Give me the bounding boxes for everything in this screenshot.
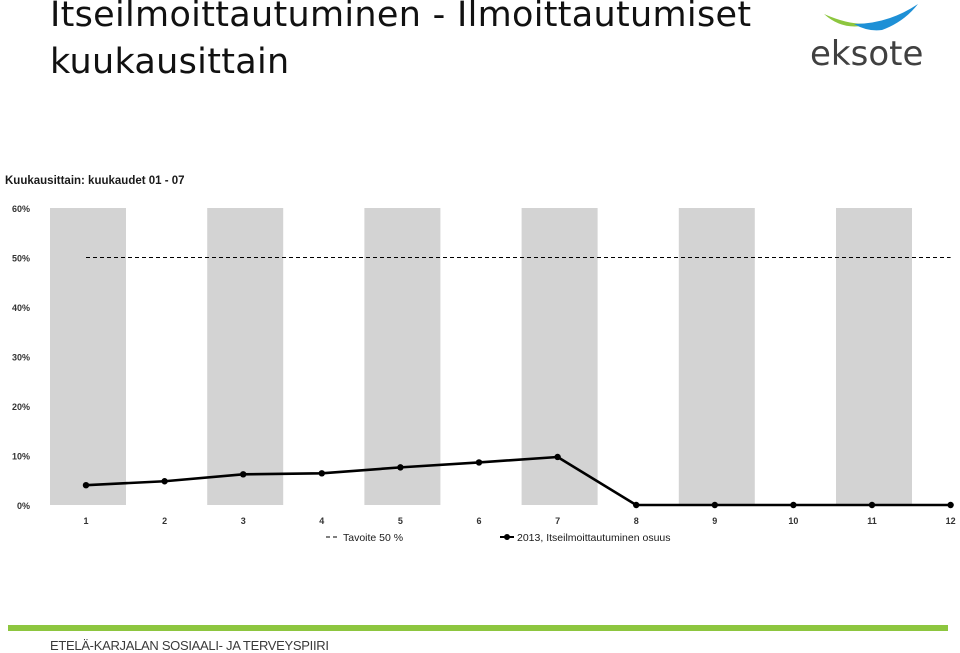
data-point-9 [711, 501, 718, 509]
eksote-logo: eksote [810, 4, 923, 74]
chart-title: Kuukausittain: kuukaudet 01 - 07 [5, 175, 185, 187]
data-point-10 [790, 501, 797, 509]
legend-series-marker [504, 534, 510, 540]
y-tick-label: 40% [12, 303, 30, 313]
logo-swoosh-blue-icon [854, 4, 918, 31]
column-band-11 [836, 208, 912, 505]
x-tick-label: 5 [398, 516, 403, 526]
column-band-9 [678, 208, 755, 505]
line-chart: 0%10%20%30%40%50%60% 1 2 3 4 5 6 7 8 9 10 11 12 Kuu… [5, 175, 956, 544]
x-tick-label: 4 [319, 516, 324, 526]
x-tick-label: 7 [555, 516, 560, 526]
column-band-1 [50, 208, 126, 505]
y-tick-label: 30% [12, 353, 30, 363]
column-band-5 [364, 208, 441, 505]
data-point-5 [397, 464, 404, 471]
footer-bar [8, 625, 948, 631]
data-point-7 [554, 453, 561, 461]
x-tick-label: 1 [83, 516, 88, 526]
x-tick-label: 12 [946, 516, 956, 526]
y-axis-ticks: 0% 10% 20% 30% 40% 50% 60% [12, 204, 30, 511]
logo-swoosh-green-icon [824, 14, 876, 27]
series-path [85, 455, 951, 507]
x-tick-label: 8 [634, 516, 639, 526]
y-tick-label: 60% [12, 204, 30, 214]
data-point-6 [475, 459, 483, 466]
data-point-12 [947, 501, 954, 509]
x-tick-label: 2 [162, 516, 167, 526]
legend-target-label: Tavoite 50 % [343, 532, 403, 544]
series-line [82, 453, 954, 509]
chart-legend: Tavoite 50 % 2013, Itseilmoittautuminen o… [326, 532, 671, 544]
slide-title-line2: kuukausittain [50, 42, 290, 82]
column-band-3 [207, 208, 284, 505]
y-tick-label: 20% [12, 402, 30, 412]
slide-title-line1: Itseilmoittautuminen - Ilmoittautumiset [50, 0, 752, 35]
data-point-3 [240, 471, 247, 478]
data-point-2 [161, 478, 168, 485]
slide-title: Itseilmoittautuminen - Ilmoittautumiset … [50, 0, 810, 86]
data-point-11 [868, 501, 876, 509]
data-point-1 [82, 482, 90, 489]
x-tick-label: 3 [241, 516, 246, 526]
column-band-7 [521, 208, 598, 505]
logo-text: eksote [810, 34, 923, 74]
y-tick-label: 10% [12, 452, 30, 462]
y-tick-label: 0% [17, 501, 30, 511]
x-tick-label: 10 [788, 516, 798, 526]
x-tick-label: 11 [867, 516, 877, 526]
footer-text: ETELÄ-KARJALAN SOSIAALI- JA TERVEYSPIIRI [50, 638, 329, 653]
legend-series-label: 2013, Itseilmoittautuminen osuus [517, 532, 671, 544]
y-tick-label: 50% [12, 254, 30, 264]
data-point-4 [318, 470, 325, 477]
x-axis-ticks: 1 2 3 4 5 6 7 8 9 10 11 12 [83, 516, 955, 526]
x-tick-label: 9 [712, 516, 717, 526]
data-point-8 [633, 501, 640, 509]
x-tick-label: 6 [476, 516, 481, 526]
